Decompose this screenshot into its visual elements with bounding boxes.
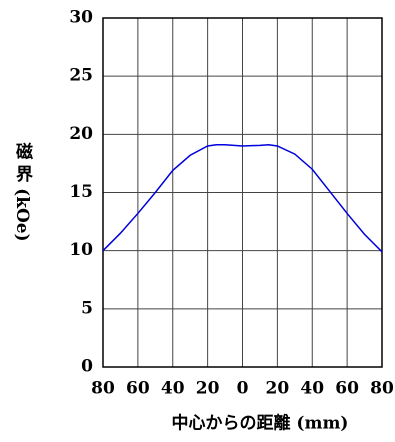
x-tick-label: 80 [91, 379, 115, 399]
x-tick-label: 40 [300, 379, 324, 399]
line-series [102, 144, 383, 253]
y-tick-label: 0 [81, 357, 93, 377]
y-tick-label: 25 [69, 66, 93, 86]
x-tick-label: 20 [266, 379, 290, 399]
y-tick-label: 10 [69, 240, 93, 260]
x-axis-label: 中心からの距離 (mm) [172, 413, 349, 434]
x-tick-label: 0 [237, 379, 249, 399]
x-tick-label: 60 [335, 379, 359, 399]
x-tick-label: 80 [370, 379, 394, 399]
y-tick-label: 15 [69, 182, 93, 202]
y-axis-label: 磁 界 (kOe) [12, 141, 33, 241]
x-tick-label: 40 [161, 379, 185, 399]
y-tick-label: 20 [69, 124, 93, 144]
x-tick-label: 20 [196, 379, 220, 399]
y-tick-label: 5 [81, 298, 93, 318]
y-tick-label: 30 [69, 8, 93, 28]
plot-frame [102, 17, 383, 368]
x-tick-label: 60 [126, 379, 150, 399]
